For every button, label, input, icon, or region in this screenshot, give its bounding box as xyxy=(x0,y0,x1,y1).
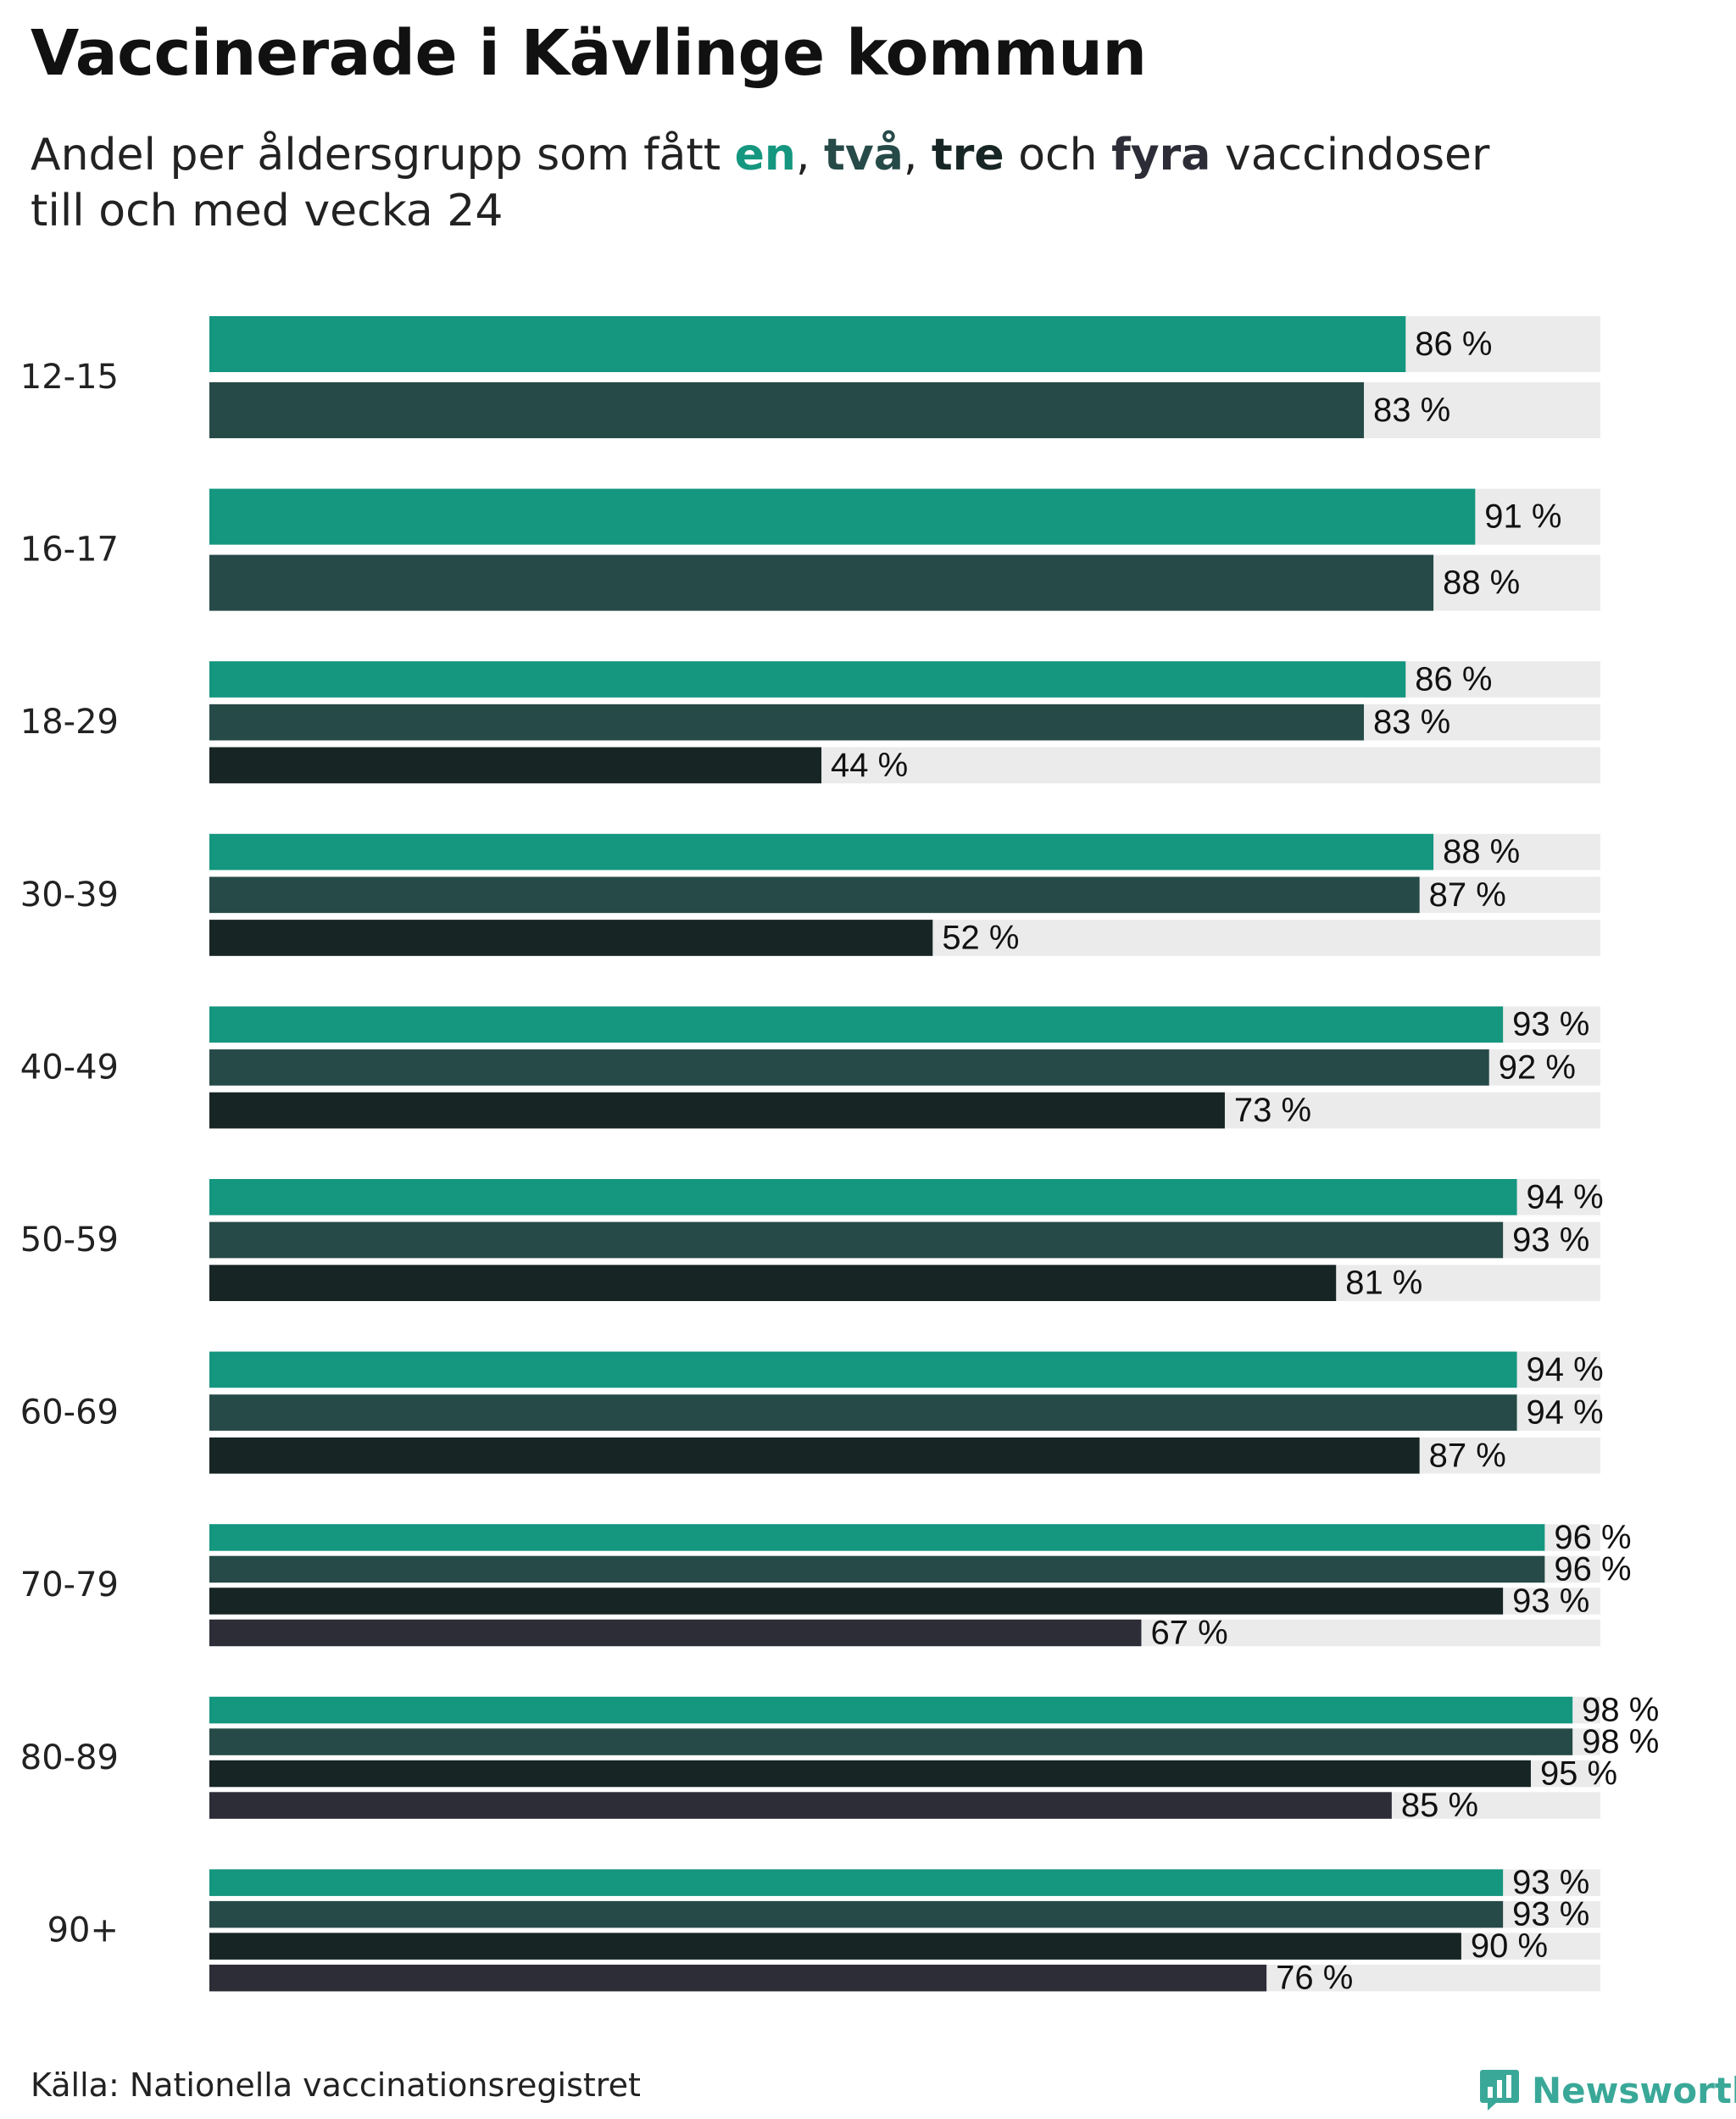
value-label-80-89-dose-3: 95 % xyxy=(1540,1755,1617,1793)
value-label-90-plus-dose-3: 90 % xyxy=(1471,1927,1548,1965)
subtitle-prefix: Andel per åldersgrupp som fått xyxy=(31,130,735,181)
bar-60-69-dose-1 xyxy=(209,1351,1517,1388)
source-note: Källa: Nationella vaccinationsregistret xyxy=(31,2066,641,2104)
value-label-40-49-dose-2: 92 % xyxy=(1499,1048,1576,1086)
group-label-50-59: 50-59 xyxy=(20,1221,119,1260)
value-label-60-69-dose-3: 87 % xyxy=(1429,1437,1506,1474)
group-label-40-49: 40-49 xyxy=(20,1048,119,1087)
value-label-16-17-dose-1: 91 % xyxy=(1484,498,1561,536)
bar-30-39-dose-3 xyxy=(209,920,933,956)
bar-18-29-dose-1 xyxy=(209,661,1406,698)
subtitle-sep-3: och xyxy=(1004,130,1112,181)
subtitle-sep-2: , xyxy=(903,130,932,181)
value-label-70-79-dose-4: 67 % xyxy=(1150,1614,1227,1651)
subtitle-sep-1: , xyxy=(795,130,825,181)
value-label-18-29-dose-1: 86 % xyxy=(1415,661,1492,698)
legend-dose-3: tre xyxy=(931,130,1004,181)
newsworthy-logo: Newsworthy xyxy=(1479,2065,1736,2116)
bar-80-89-dose-2 xyxy=(209,1728,1573,1755)
value-label-50-59-dose-3: 81 % xyxy=(1345,1265,1422,1302)
bar-40-49-dose-3 xyxy=(209,1092,1225,1129)
value-label-30-39-dose-2: 87 % xyxy=(1429,876,1506,914)
bar-chart-icon xyxy=(1480,2070,1519,2111)
bar-40-49-dose-1 xyxy=(209,1006,1504,1043)
value-label-30-39-dose-3: 52 % xyxy=(942,919,1019,956)
bar-30-39-dose-1 xyxy=(209,833,1434,870)
bar-50-59-dose-1 xyxy=(209,1179,1517,1215)
group-label-80-89: 80-89 xyxy=(20,1738,119,1777)
value-label-12-15-dose-2: 83 % xyxy=(1373,392,1450,429)
group-label-16-17: 16-17 xyxy=(20,531,119,570)
chart-title: Vaccinerade i Kävlinge kommun xyxy=(31,17,1147,90)
bar-12-15-dose-1 xyxy=(209,316,1406,372)
group-label-90-plus: 90+ xyxy=(47,1910,119,1949)
value-label-50-59-dose-1: 94 % xyxy=(1527,1178,1604,1215)
value-label-70-79-dose-2: 96 % xyxy=(1554,1550,1631,1588)
value-label-80-89-dose-1: 98 % xyxy=(1582,1692,1659,1729)
bar-30-39-dose-2 xyxy=(209,876,1420,914)
bar-60-69-dose-2 xyxy=(209,1394,1517,1431)
value-label-80-89-dose-2: 98 % xyxy=(1582,1723,1659,1760)
logo-text: Newsworthy xyxy=(1532,2069,1736,2111)
value-label-60-69-dose-1: 94 % xyxy=(1527,1351,1604,1388)
bar-18-29-dose-2 xyxy=(209,704,1365,741)
group-label-18-29: 18-29 xyxy=(20,703,119,742)
bar-70-79-dose-3 xyxy=(209,1588,1504,1615)
bar-50-59-dose-3 xyxy=(209,1265,1337,1301)
value-label-90-plus-dose-2: 93 % xyxy=(1512,1896,1589,1933)
value-label-16-17-dose-2: 88 % xyxy=(1443,565,1520,602)
bar-16-17-dose-2 xyxy=(209,554,1434,611)
bar-50-59-dose-2 xyxy=(209,1221,1504,1259)
bar-90-plus-dose-4 xyxy=(209,1964,1267,1992)
value-label-80-89-dose-4: 85 % xyxy=(1401,1787,1478,1824)
value-label-18-29-dose-3: 44 % xyxy=(831,747,908,784)
bar-80-89-dose-4 xyxy=(209,1792,1392,1819)
bar-70-79-dose-4 xyxy=(209,1619,1142,1647)
bar-90-plus-dose-2 xyxy=(209,1900,1504,1928)
bar-16-17-dose-1 xyxy=(209,488,1476,545)
chart-subtitle: Andel per åldersgrupp som fått en, två, … xyxy=(31,127,1556,239)
value-label-12-15-dose-1: 86 % xyxy=(1415,325,1492,363)
bar-80-89-dose-3 xyxy=(209,1760,1531,1788)
value-label-70-79-dose-1: 96 % xyxy=(1554,1519,1631,1556)
value-label-40-49-dose-3: 73 % xyxy=(1234,1092,1311,1129)
bar-18-29-dose-3 xyxy=(209,747,822,784)
bar-80-89-dose-1 xyxy=(209,1696,1573,1724)
value-label-18-29-dose-2: 83 % xyxy=(1373,704,1450,741)
value-label-60-69-dose-2: 94 % xyxy=(1527,1394,1604,1432)
subtitle-suffix: vaccindoser xyxy=(1210,130,1490,181)
bar-90-plus-dose-1 xyxy=(209,1869,1504,1896)
bar-70-79-dose-1 xyxy=(209,1524,1545,1551)
value-label-40-49-dose-1: 93 % xyxy=(1512,1006,1589,1043)
legend-dose-2: två xyxy=(824,130,904,181)
legend-dose-1: en xyxy=(734,130,796,181)
value-label-90-plus-dose-1: 93 % xyxy=(1512,1864,1589,1901)
subtitle-line-2: till och med vecka 24 xyxy=(31,186,504,236)
group-label-70-79: 70-79 xyxy=(20,1566,119,1605)
group-label-12-15: 12-15 xyxy=(20,358,119,397)
value-label-70-79-dose-3: 93 % xyxy=(1512,1582,1589,1620)
bar-70-79-dose-2 xyxy=(209,1555,1545,1583)
value-label-30-39-dose-1: 88 % xyxy=(1443,833,1520,870)
bar-90-plus-dose-3 xyxy=(209,1933,1461,1960)
legend-dose-4: fyra xyxy=(1111,130,1211,181)
group-label-60-69: 60-69 xyxy=(20,1393,119,1432)
value-label-50-59-dose-2: 93 % xyxy=(1512,1221,1589,1259)
group-label-30-39: 30-39 xyxy=(20,876,119,915)
bar-60-69-dose-3 xyxy=(209,1437,1420,1474)
bar-12-15-dose-2 xyxy=(209,382,1365,438)
bar-40-49-dose-2 xyxy=(209,1049,1489,1086)
value-label-90-plus-dose-4: 76 % xyxy=(1276,1960,1353,1997)
